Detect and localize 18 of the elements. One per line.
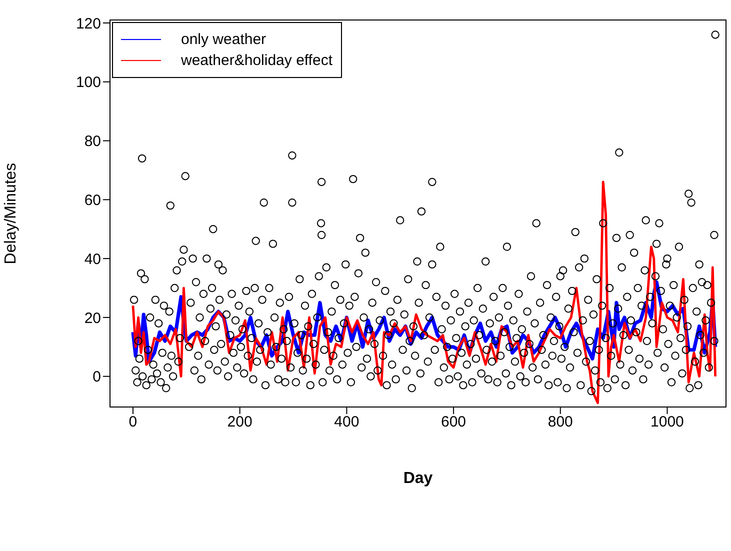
legend-label: only weather [181,31,266,48]
x-tick-label: 400 [334,414,360,431]
y-tick-label: 80 [84,133,101,150]
y-tick-label: 60 [84,192,101,209]
x-tick-label: 1000 [650,414,684,431]
x-tick-label: 600 [441,414,466,431]
x-tick-label: 200 [227,414,252,431]
y-tick-label: 40 [84,250,101,268]
x-axis-title: Day [403,470,433,487]
line-series [132,180,717,404]
legend-label: weather&holiday effect [181,52,332,69]
y-tick-label: 0 [92,368,101,386]
x-tick-label: 800 [548,414,573,431]
y-tick-label: 100 [76,74,101,92]
y-tick-label: 20 [84,310,101,327]
x-tick-label: 0 [128,414,138,431]
y-axis-title: Delay/Minutes [2,162,20,264]
y-tick-label: 120 [76,15,101,32]
